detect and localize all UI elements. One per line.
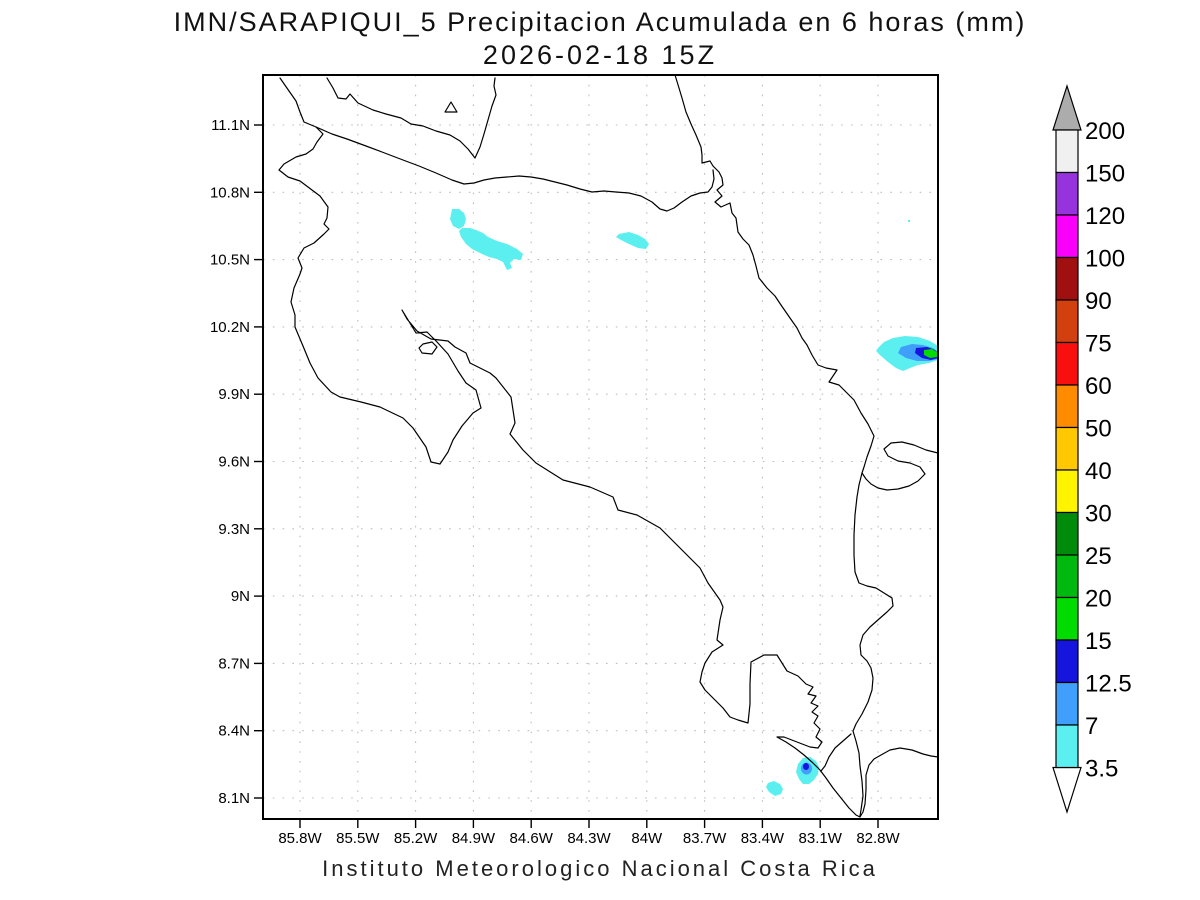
colorbar-segment	[1055, 554, 1079, 599]
lat-tick-label: 9.3N	[218, 521, 250, 538]
colorbar: 200 150 120 100 90 75 60 50 40 30 25 20 15 12.5 7 3.5	[1052, 84, 1132, 814]
colorbar-segment	[1055, 511, 1079, 556]
map-frame	[262, 74, 939, 820]
colorbar-label: 75	[1085, 331, 1112, 358]
axes: 11.1N 10.8N 10.5N 10.2N 9.9N 9.6N 9.3N 9N 8.7N 8.…	[210, 117, 901, 847]
colorbar-segment	[1055, 256, 1079, 301]
colorbar-segment	[1055, 639, 1079, 684]
lat-tick-label: 10.2N	[210, 319, 250, 336]
colorbar-label: 120	[1085, 203, 1125, 230]
lat-tick-label: 9N	[231, 588, 250, 605]
coastline-layer	[278, 75, 938, 818]
colorbar-label: 20	[1085, 586, 1112, 613]
lat-tick-label: 9.9N	[218, 386, 250, 403]
colorbar-segment	[1055, 129, 1079, 174]
lon-tick-label: 85.8W	[278, 830, 322, 847]
coastline-pacific	[278, 77, 938, 818]
precip-patch	[616, 232, 649, 249]
precip-speck	[908, 220, 910, 222]
lon-tick-label: 85.2W	[394, 830, 438, 847]
colorbar-segment	[1055, 596, 1079, 641]
plot-title-line1: IMN/SARAPIQUI_5 Precipitacion Acumulada …	[173, 7, 1027, 37]
lon-tick-label: 83.7W	[683, 830, 727, 847]
lon-tick-label: 84.6W	[510, 830, 554, 847]
lake-nicaragua-shore	[326, 77, 497, 159]
grid	[263, 75, 938, 819]
colorbar-arrow-down	[1052, 766, 1082, 814]
precip-patch-green	[924, 349, 937, 358]
colorbar-label: 12.5	[1085, 671, 1132, 698]
colorbar-label: 40	[1085, 458, 1112, 485]
lon-tick-label: 85.5W	[336, 830, 380, 847]
colorbar-label: 100	[1085, 246, 1125, 273]
island-chira	[418, 341, 438, 355]
colorbar-segment	[1055, 426, 1079, 471]
lon-tick-label: 83.1W	[799, 830, 843, 847]
colorbar-segment	[1055, 681, 1079, 726]
colorbar-label: 3.5	[1085, 756, 1118, 783]
lat-tick-label: 8.7N	[218, 655, 250, 672]
border-panama	[852, 472, 894, 817]
colorbar-label: 200	[1085, 118, 1125, 145]
lon-tick-label: 82.8W	[856, 830, 900, 847]
colorbar-label: 30	[1085, 501, 1112, 528]
border-nicaragua	[315, 126, 715, 212]
lon-tick-label: 84W	[631, 830, 663, 847]
colorbar-label: 7	[1085, 713, 1098, 740]
lat-tick-label: 8.1N	[218, 790, 250, 807]
precip-patch	[459, 228, 523, 270]
lon-tick-label: 83.4W	[741, 830, 785, 847]
colorbar-segment	[1055, 214, 1079, 259]
colorbar-label: 60	[1085, 373, 1112, 400]
golfo-dulce-shore	[820, 733, 852, 772]
coastline-caribbean	[674, 75, 938, 491]
plot-footer: Instituto Meteorologico Nacional Costa R…	[322, 856, 878, 881]
plot-title: IMN/SARAPIQUI_5 Precipitacion Acumulada …	[0, 6, 1200, 72]
lat-tick-label: 9.6N	[218, 454, 250, 471]
colorbar-segment	[1055, 299, 1079, 344]
colorbar-segment	[1055, 341, 1079, 386]
colorbar-label: 25	[1085, 543, 1112, 570]
plot-title-line2: 2026-02-18 15Z	[482, 40, 718, 70]
precip-patch	[766, 781, 783, 796]
lat-tick-label: 10.8N	[210, 184, 250, 201]
colorbar-segment	[1055, 469, 1079, 514]
lon-tick-label: 84.3W	[567, 830, 611, 847]
island-ometepe	[444, 101, 458, 113]
precip-patch	[450, 209, 466, 229]
colorbar-segment	[1055, 171, 1079, 216]
colorbar-label: 50	[1085, 416, 1112, 443]
colorbar-arrow-up	[1052, 84, 1082, 131]
lon-tick-label: 84.9W	[452, 830, 496, 847]
lat-tick-label: 10.5N	[210, 252, 250, 269]
colorbar-label: 15	[1085, 628, 1112, 655]
colorbar-label: 150	[1085, 161, 1125, 188]
colorbar-label: 90	[1085, 288, 1112, 315]
lat-tick-label: 8.4N	[218, 723, 250, 740]
colorbar-segment	[1055, 724, 1079, 769]
precip-patch-navy	[803, 763, 809, 770]
lat-tick-label: 11.1N	[211, 117, 250, 134]
colorbar-segment	[1055, 384, 1079, 429]
